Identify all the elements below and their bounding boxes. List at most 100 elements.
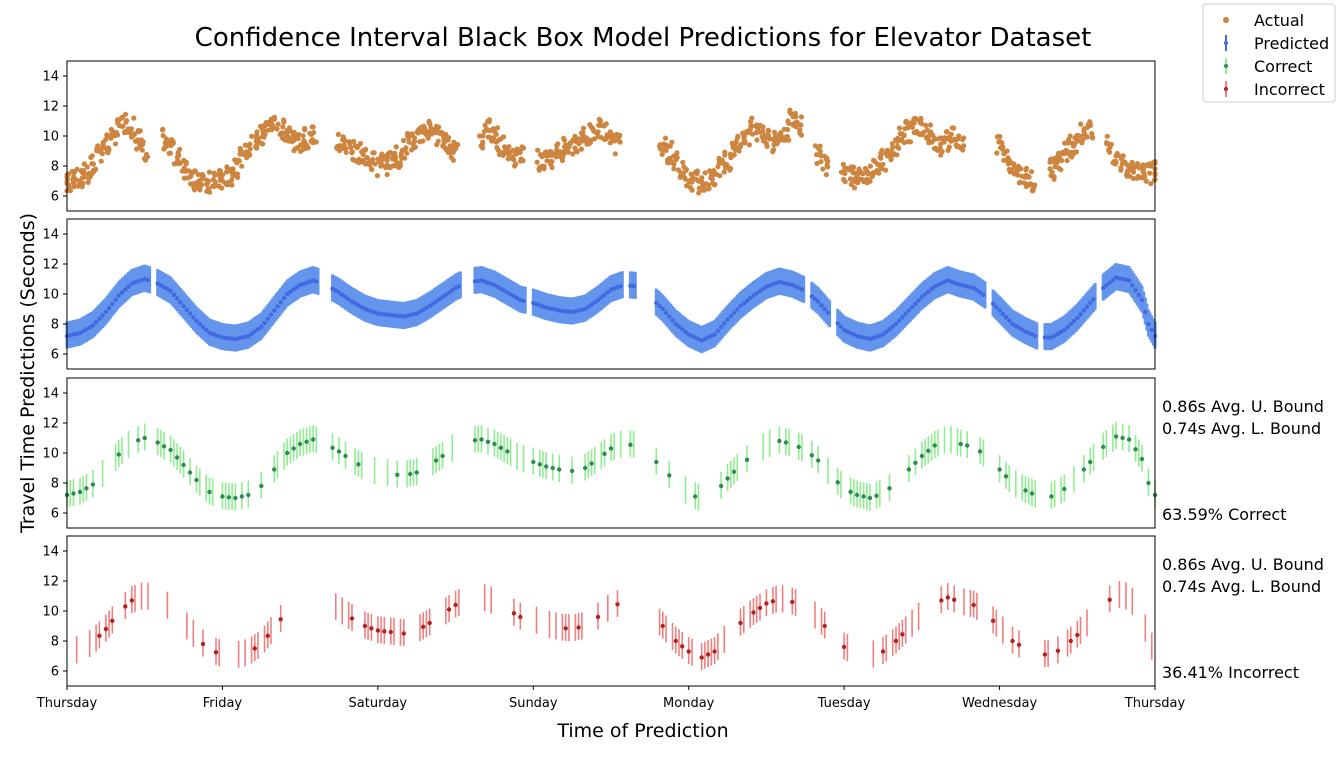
predicted-point bbox=[275, 304, 280, 309]
predicted-point bbox=[161, 285, 167, 290]
predicted-point bbox=[1075, 315, 1080, 321]
actual-point bbox=[1147, 170, 1153, 176]
actual-point bbox=[889, 141, 896, 147]
predicted-point bbox=[744, 298, 750, 303]
predicted-point bbox=[1068, 321, 1074, 327]
actual-point bbox=[603, 121, 609, 127]
actual-point bbox=[71, 184, 77, 190]
actual-point bbox=[398, 153, 404, 159]
actual-point bbox=[1131, 169, 1137, 175]
actual-point bbox=[419, 129, 425, 135]
actual-point bbox=[561, 151, 567, 157]
y-tick-label: 12 bbox=[42, 417, 59, 432]
actual-point bbox=[1047, 166, 1053, 172]
actual-point bbox=[1140, 169, 1146, 175]
predicted-point bbox=[880, 332, 886, 337]
correct-point bbox=[628, 442, 633, 447]
actual-point bbox=[578, 146, 585, 152]
incorrect-point bbox=[563, 626, 568, 631]
predicted-point bbox=[1139, 297, 1145, 303]
predicted-point bbox=[595, 297, 601, 303]
incorrect-point bbox=[252, 646, 257, 651]
actual-point bbox=[825, 158, 831, 164]
predicted-point bbox=[686, 332, 691, 337]
predicted-point bbox=[81, 328, 86, 334]
predicted-point bbox=[731, 310, 737, 315]
x-tick-label: Thursday bbox=[36, 696, 98, 711]
predicted-point bbox=[741, 301, 746, 306]
predicted-point bbox=[977, 290, 983, 295]
actual-point bbox=[587, 137, 594, 143]
incorrect-point bbox=[265, 633, 270, 638]
actual-point bbox=[360, 152, 366, 158]
predicted-point bbox=[204, 327, 209, 333]
actual-point bbox=[205, 178, 211, 184]
actual-point bbox=[574, 149, 580, 155]
predicted-point bbox=[456, 284, 461, 289]
correct-point bbox=[958, 441, 963, 447]
actual-point bbox=[1062, 140, 1068, 146]
predicted-point bbox=[246, 333, 251, 339]
actual-point bbox=[580, 125, 587, 131]
actual-point bbox=[144, 154, 151, 160]
predicted-point bbox=[990, 301, 996, 306]
actual-point bbox=[938, 147, 944, 153]
correct-point bbox=[1003, 474, 1009, 479]
predicted-point bbox=[249, 331, 254, 336]
actual-point bbox=[785, 127, 791, 133]
actual-point bbox=[899, 136, 905, 142]
actual-point bbox=[793, 124, 799, 130]
predicted-point bbox=[906, 308, 912, 313]
actual-point bbox=[1124, 170, 1130, 176]
actual-point bbox=[519, 145, 525, 151]
actual-point bbox=[949, 125, 955, 131]
actual-point bbox=[938, 141, 944, 147]
actual-point bbox=[999, 140, 1005, 146]
actual-point bbox=[485, 134, 491, 140]
predicted-point bbox=[657, 303, 662, 309]
predicted-point bbox=[919, 294, 925, 300]
predicted-point bbox=[1081, 308, 1087, 313]
predicted-point bbox=[790, 282, 795, 288]
actual-point bbox=[1063, 147, 1069, 153]
predicted-point bbox=[285, 291, 290, 297]
actual-point bbox=[916, 131, 923, 137]
incorrect-point bbox=[97, 633, 102, 638]
actual-point bbox=[304, 142, 310, 148]
actual-point bbox=[140, 139, 146, 145]
actual-point bbox=[927, 122, 934, 128]
actual-point bbox=[171, 161, 177, 167]
actual-point bbox=[547, 158, 553, 164]
actual-point bbox=[699, 175, 705, 181]
correct-point bbox=[492, 441, 497, 447]
correct-point bbox=[965, 443, 970, 448]
actual-point bbox=[278, 130, 284, 136]
predicted-point bbox=[974, 288, 980, 293]
actual-point bbox=[909, 124, 916, 130]
legend-dot-predicted bbox=[1224, 41, 1228, 45]
predicted-point bbox=[191, 315, 196, 320]
actual-point bbox=[911, 116, 917, 122]
actual-point bbox=[363, 146, 369, 152]
correct-point bbox=[330, 445, 335, 450]
actual-point bbox=[543, 149, 549, 155]
actual-point bbox=[537, 152, 544, 158]
predicted-point bbox=[116, 293, 122, 298]
actual-point bbox=[955, 136, 961, 142]
actual-point bbox=[541, 166, 547, 172]
actual-point bbox=[1075, 138, 1081, 144]
actual-point bbox=[1048, 156, 1054, 162]
actual-point bbox=[901, 132, 907, 138]
predicted-point bbox=[958, 282, 963, 288]
correct-point bbox=[1133, 447, 1138, 452]
actual-point bbox=[89, 153, 95, 159]
actual-point bbox=[842, 170, 848, 176]
predicted-point bbox=[1084, 304, 1090, 309]
actual-point bbox=[682, 174, 688, 181]
predicted-point bbox=[414, 311, 419, 316]
correct-point bbox=[809, 453, 814, 458]
correct-point bbox=[246, 492, 251, 498]
actual-point bbox=[177, 160, 184, 166]
correct-point bbox=[731, 469, 737, 474]
incorrect-point bbox=[822, 623, 827, 629]
